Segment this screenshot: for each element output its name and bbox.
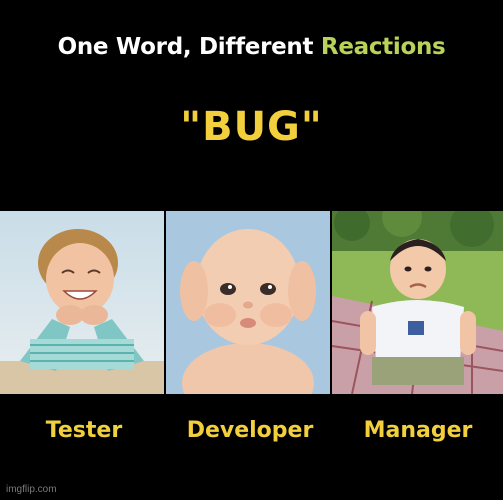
headline-accent: Reactions: [320, 34, 446, 60]
developer-photo: [166, 211, 330, 394]
label-tester: Tester: [45, 418, 123, 443]
headline: One Word, Different Reactions: [0, 34, 503, 60]
manager-photo: [332, 211, 503, 394]
headline-prefix: One Word, Different: [57, 34, 321, 60]
photo-panels: [0, 211, 503, 394]
watermark: imgflip.com: [6, 484, 57, 495]
keyword-title: "BUG": [180, 104, 323, 150]
label-manager: Manager: [363, 418, 473, 443]
tester-photo: [0, 211, 164, 394]
label-developer: Developer: [186, 418, 314, 443]
